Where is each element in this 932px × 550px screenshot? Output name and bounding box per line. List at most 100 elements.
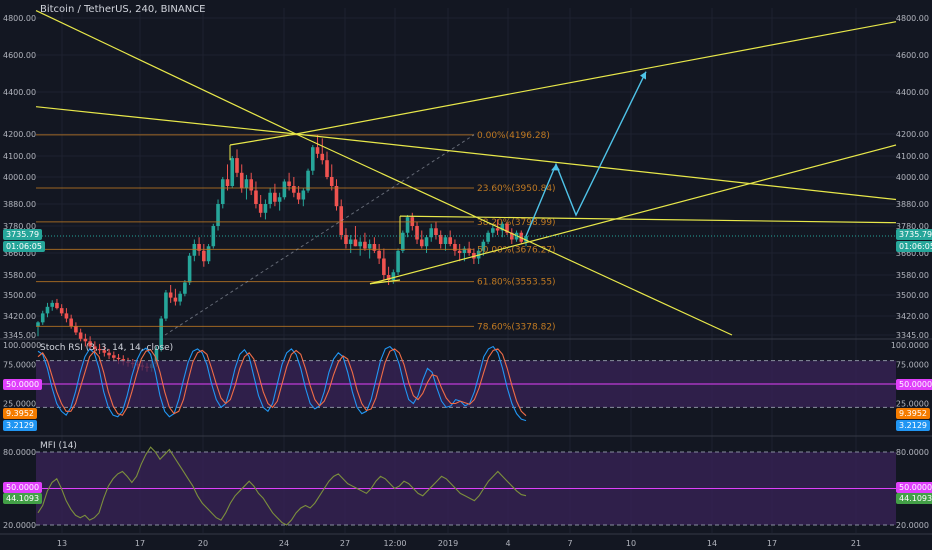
grid-lines — [0, 8, 932, 535]
mfi-mid-badge-right: 50.0000 — [896, 482, 932, 493]
candle-body — [509, 232, 514, 240]
time-tick-label: 27 — [340, 539, 350, 548]
candle-body — [277, 197, 282, 202]
candle-body — [50, 302, 55, 307]
candle-body — [249, 179, 254, 191]
candle-body — [183, 282, 187, 294]
price-tick-label: 4200.00 — [896, 130, 929, 139]
candle-body — [168, 292, 173, 298]
stoch-rsi-pane[interactable] — [36, 345, 896, 422]
candle-body — [363, 241, 367, 249]
candle-body — [64, 313, 69, 319]
fib-level-label: 38.20%(3798.99) — [477, 218, 556, 228]
candle-body — [334, 186, 339, 207]
candle-body — [358, 241, 362, 247]
candle-body — [443, 237, 448, 244]
candle-body — [467, 248, 471, 253]
candle-body — [40, 313, 45, 323]
price-badge-left: 3735.79 — [3, 229, 43, 240]
price-tick-label: 3580.00 — [896, 271, 929, 280]
projection-arrowhead — [640, 71, 646, 80]
price-tick-label: 3780.00 — [896, 222, 929, 231]
candle-body — [457, 250, 462, 253]
fib-level-label: 0.00%(4196.28) — [477, 131, 550, 141]
candle-body — [401, 232, 405, 251]
price-tick-label: 4800.00 — [896, 14, 929, 23]
trend-line — [399, 215, 897, 224]
trend-line — [35, 106, 297, 135]
candle-body — [386, 275, 391, 280]
candle-body — [202, 250, 206, 262]
mfi-tick-label: 80.0000 — [896, 448, 929, 457]
candle-body — [45, 306, 50, 314]
candle-body — [320, 153, 325, 161]
price-tick-label: 3580.00 — [3, 271, 36, 280]
candle-body — [116, 357, 121, 360]
candle-body — [83, 338, 88, 342]
candle-body — [220, 179, 225, 204]
candle-body — [107, 352, 111, 356]
candle-body — [310, 147, 315, 171]
candle-body — [325, 160, 329, 177]
candle-body — [448, 237, 452, 244]
chart-title: Bitcoin / TetherUS, 240, BINANCE — [40, 4, 206, 15]
candle-body — [306, 170, 310, 191]
time-tick-label: 17 — [135, 539, 145, 548]
price-pane[interactable]: 0.00%(4196.28) 23.60%(3950.84) 38.20%(3798… — [35, 10, 897, 372]
candle-body — [225, 179, 230, 186]
stoch-rsi-label: Stoch RSI (3, 3, 14, 14, close) — [40, 343, 174, 353]
candle-body — [453, 244, 457, 251]
candle-body — [59, 308, 64, 314]
price-tick-label: 3420.00 — [3, 312, 36, 321]
candle-body — [197, 244, 201, 251]
fib-level-label: 78.60%(3378.82) — [477, 322, 556, 332]
mfi-pane[interactable] — [36, 446, 896, 526]
stoch-k-badge-right: 3.2129 — [896, 420, 930, 431]
price-tick-label: 4600.00 — [3, 51, 36, 60]
projection-arrowhead — [551, 164, 560, 171]
time-tick-label: 14 — [707, 539, 717, 548]
trend-line — [229, 133, 297, 146]
mfi-tick-label: 20.0000 — [3, 521, 36, 530]
stoch-tick-label: 100.0000 — [3, 341, 41, 350]
candle-body — [93, 346, 97, 349]
price-tick-label: 4200.00 — [3, 130, 36, 139]
fib-anchor-line — [164, 134, 475, 336]
candle-body — [292, 186, 296, 193]
candle-body — [282, 181, 287, 198]
candle-body — [505, 223, 509, 233]
price-tick-label: 4400.00 — [3, 88, 36, 97]
price-tick-label: 4800.00 — [3, 14, 36, 23]
candle-body — [315, 147, 320, 154]
price-tick-label: 4400.00 — [896, 88, 929, 97]
time-tick-label: 20 — [198, 539, 208, 548]
fib-level-label: 23.60%(3950.84) — [477, 184, 556, 194]
axes: 4800.00 4800.00 4600.00 4600.00 4400.00 4400.… — [3, 14, 929, 548]
candle-body — [391, 272, 396, 280]
price-tick-label: 3880.00 — [896, 200, 929, 209]
candle-body — [429, 228, 434, 238]
stoch-tick-label: 75.0000 — [896, 361, 929, 370]
mfi-value-badge-left: 44.1093 — [3, 493, 43, 504]
candle-body — [78, 332, 83, 339]
candle-body — [74, 326, 78, 333]
trend-line — [35, 10, 297, 135]
time-tick-label: 4 — [505, 539, 510, 548]
stoch-d-badge-right: 9.3952 — [896, 408, 930, 419]
candle-body — [524, 235, 528, 242]
candle-body — [301, 190, 306, 200]
time-tick-label: 17 — [767, 539, 777, 548]
candle-body — [500, 223, 505, 231]
candle-body — [244, 179, 249, 189]
stoch-tick-label: 25.0000 — [3, 400, 36, 409]
price-tick-label: 3420.00 — [896, 312, 929, 321]
mfi-label: MFI (14) — [40, 441, 77, 451]
trend-line — [369, 144, 897, 285]
candle-body — [367, 244, 372, 249]
candle-body — [462, 248, 467, 253]
fib-level-label: 50.00%(3676.27) — [477, 245, 556, 255]
mfi-tick-label: 80.0000 — [3, 448, 36, 457]
candle-body — [434, 228, 438, 235]
price-tick-label: 4600.00 — [896, 51, 929, 60]
